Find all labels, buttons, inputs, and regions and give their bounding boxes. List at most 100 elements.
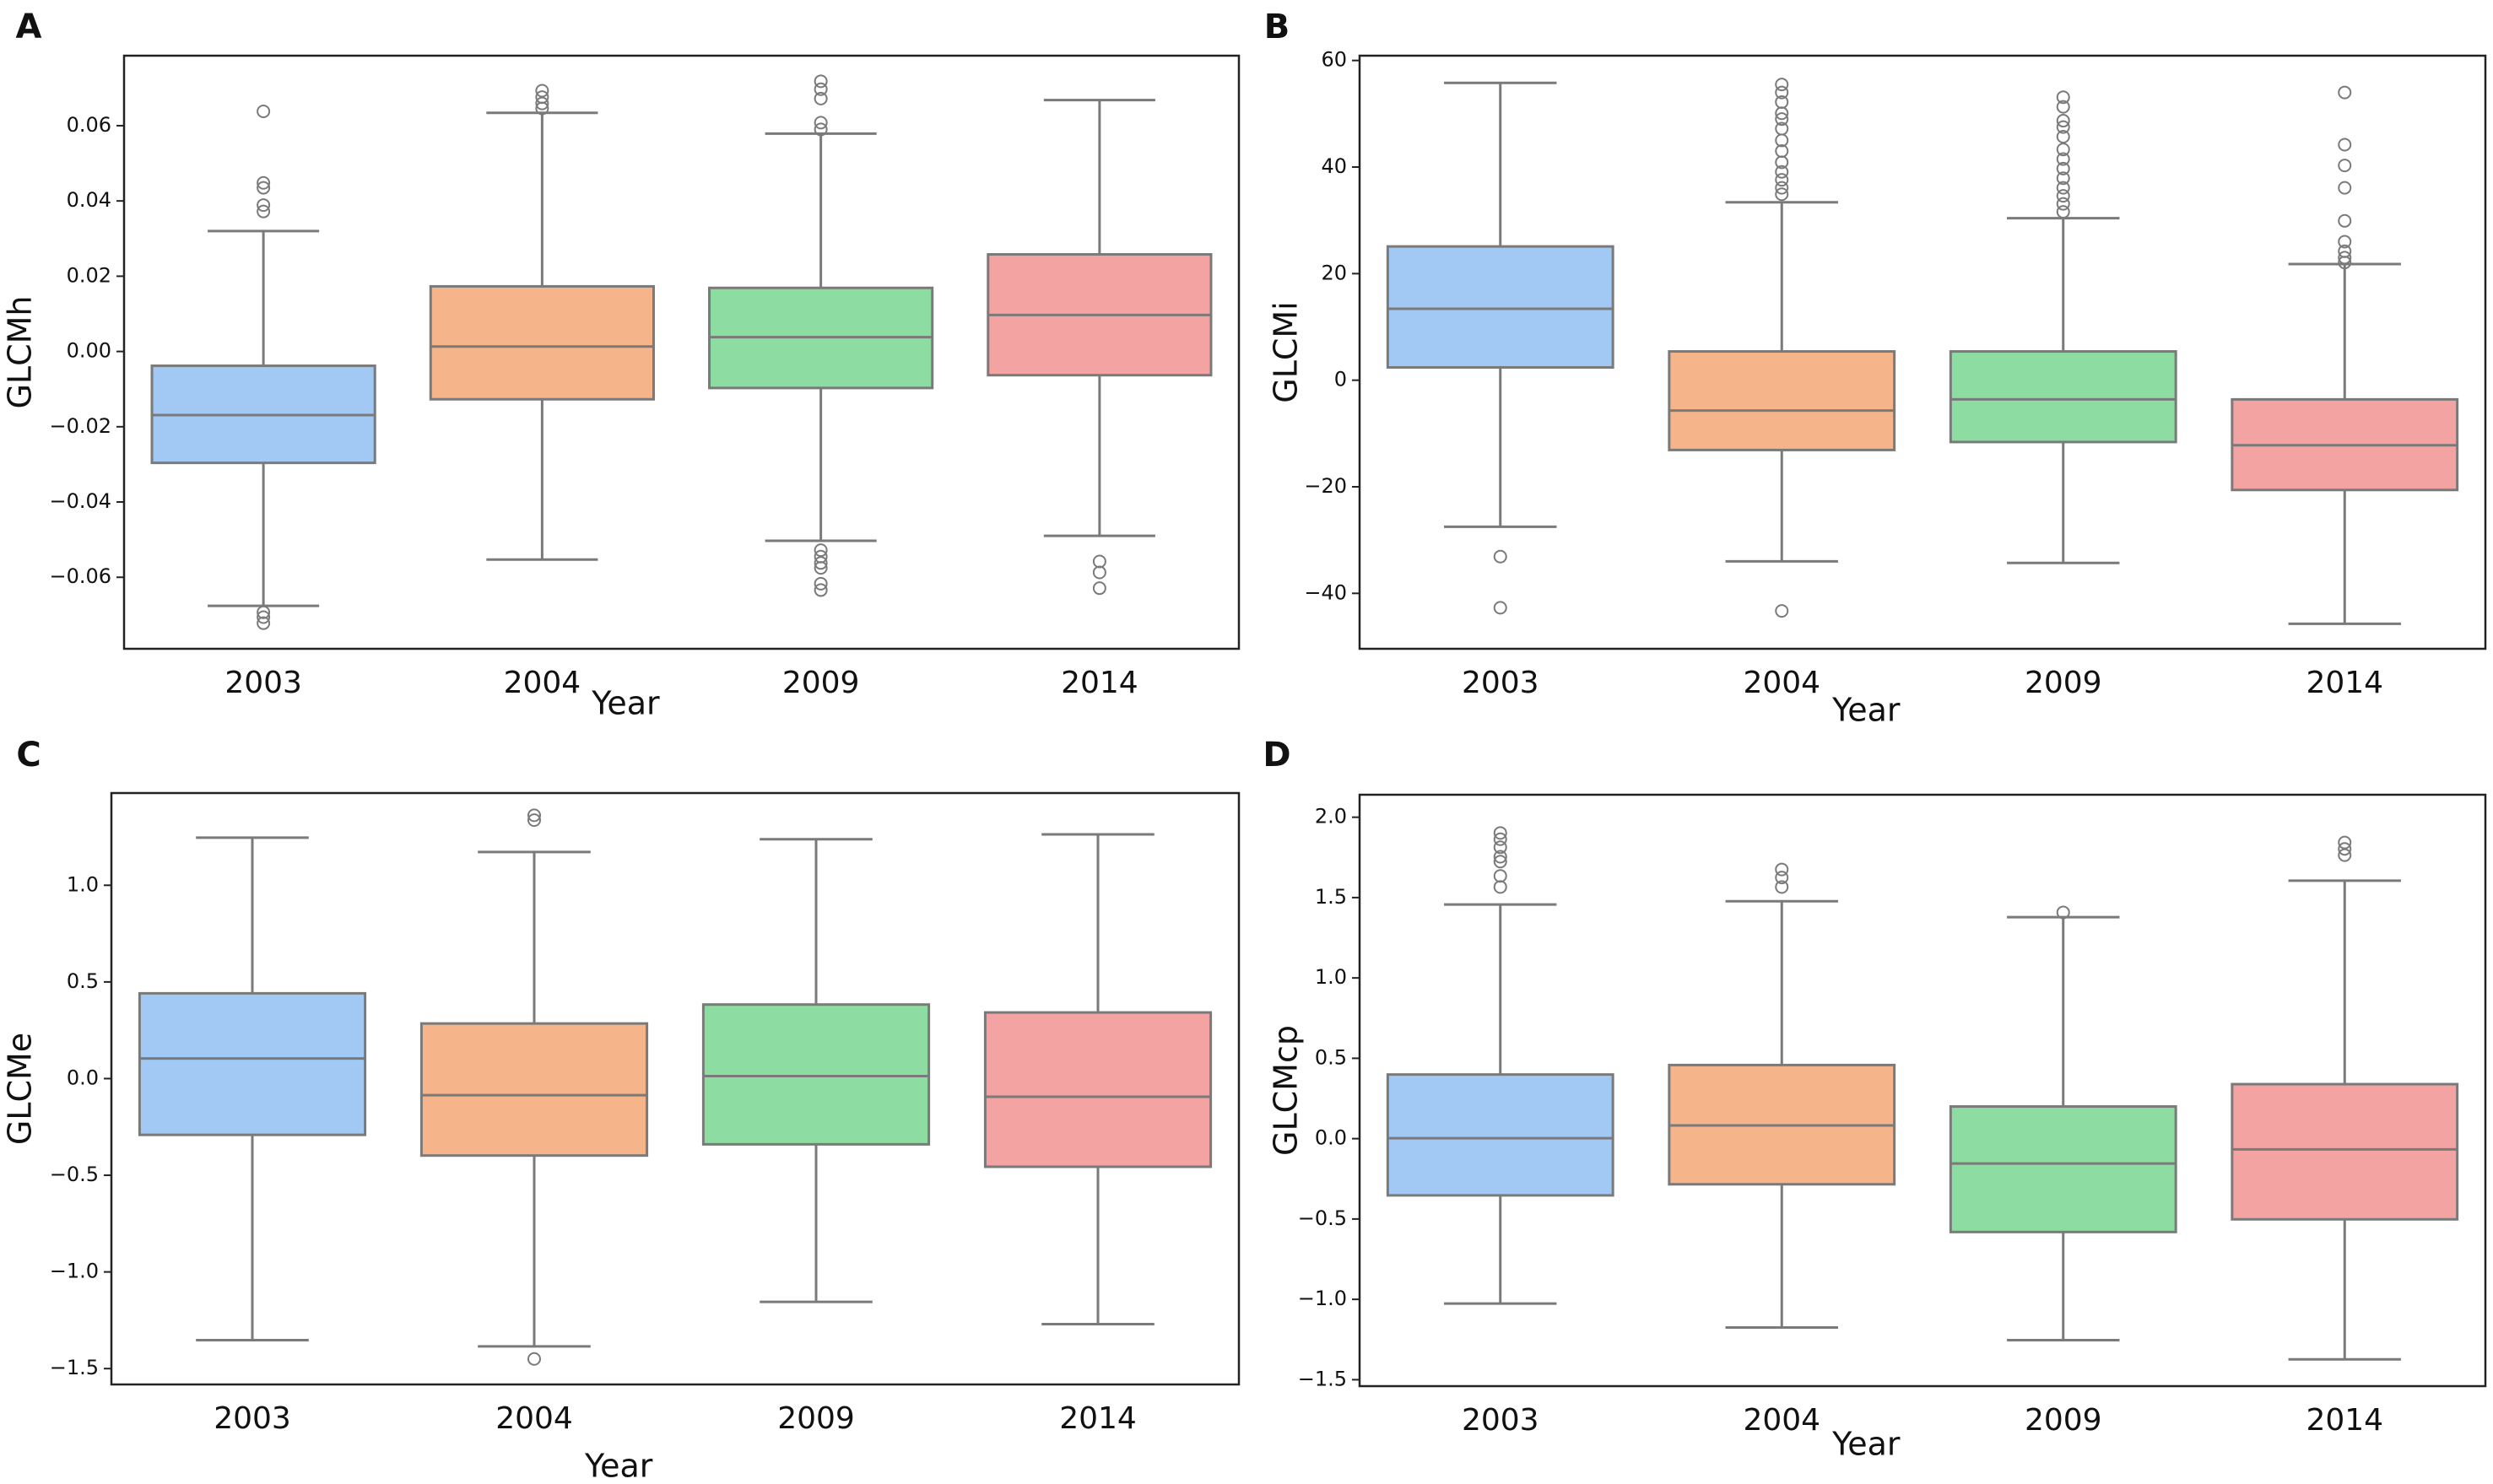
y-tick-label: 0.04: [67, 188, 111, 212]
y-tick-label: 0: [1334, 368, 1347, 391]
outlier: [1092, 581, 1106, 596]
outlier: [1775, 187, 1789, 202]
outlier: [2338, 251, 2352, 265]
x-tick-label: 2009: [777, 1401, 855, 1436]
outlier: [257, 204, 271, 219]
outlier: [527, 808, 541, 823]
outlier: [814, 576, 828, 591]
panel-label: B: [1264, 8, 1290, 46]
y-tick-label: 1.0: [1315, 965, 1347, 989]
outlier: [257, 610, 271, 624]
x-tick-label: 2004: [1743, 666, 1820, 700]
outlier: [2056, 197, 2070, 211]
x-tick-label: 2003: [214, 1401, 291, 1436]
outlier: [2056, 161, 2070, 175]
outlier: [257, 616, 271, 630]
outlier: [1493, 880, 1507, 894]
panel-label: D: [1263, 736, 1290, 774]
outlier: [527, 813, 541, 828]
x-tick-label: 2003: [224, 666, 302, 700]
outlier: [2056, 181, 2070, 195]
outlier: [2338, 256, 2352, 270]
y-tick-label: 0.06: [67, 113, 111, 137]
outlier: [2338, 85, 2352, 100]
box: [1386, 1073, 1614, 1197]
x-tick-label: 2003: [1462, 666, 1539, 700]
panel-label: C: [16, 736, 41, 774]
outlier: [2056, 114, 2070, 128]
box: [138, 991, 367, 1136]
outlier: [2056, 120, 2070, 134]
outlier: [1493, 549, 1507, 564]
outlier: [527, 1352, 541, 1366]
box: [1949, 1105, 2177, 1233]
y-tick-label: −1.5: [1298, 1367, 1347, 1390]
outlier: [2056, 143, 2070, 157]
outlier: [814, 91, 828, 105]
outlier: [814, 74, 828, 89]
outlier: [2338, 842, 2352, 856]
y-axis-label: GLCMe: [2, 1033, 39, 1145]
y-tick-label: 0.0: [67, 1066, 99, 1089]
outlier: [814, 116, 828, 130]
y-axis-label: GLCMcp: [1268, 1025, 1305, 1156]
x-tick-label: 2014: [2306, 666, 2383, 700]
axes-frame: [110, 791, 1241, 1386]
outlier: [2056, 205, 2070, 219]
x-tick-label: 2014: [1059, 1401, 1137, 1436]
outlier: [1775, 165, 1789, 179]
outlier: [535, 96, 549, 111]
x-tick-label: 2014: [2306, 1403, 2383, 1438]
outlier: [1775, 173, 1789, 187]
outlier: [1775, 604, 1789, 618]
y-axis-label: GLCMi: [1268, 301, 1305, 403]
outlier: [814, 82, 828, 96]
y-tick-label: 20: [1321, 261, 1347, 284]
y-tick-label: −0.04: [49, 489, 111, 513]
y-tick-label: −0.06: [49, 564, 111, 588]
outlier: [2338, 235, 2352, 249]
outlier: [1775, 880, 1789, 894]
outlier: [1775, 181, 1789, 195]
axes-frame: [1358, 54, 2487, 650]
outlier: [535, 84, 549, 98]
outlier: [257, 198, 271, 213]
outlier: [814, 561, 828, 575]
outlier: [1775, 862, 1789, 877]
panel-label: A: [16, 8, 42, 46]
y-axis-label: GLCMh: [2, 295, 39, 408]
outlier: [2056, 100, 2070, 114]
outlier: [1775, 78, 1789, 92]
outlier: [1092, 565, 1106, 580]
outlier: [1493, 601, 1507, 615]
y-tick-label: 60: [1321, 48, 1347, 72]
outlier: [1493, 826, 1507, 840]
x-tick-label: 2004: [1743, 1403, 1820, 1438]
outlier: [257, 175, 271, 190]
y-tick-label: −0.5: [1298, 1206, 1347, 1230]
axes-frame: [122, 54, 1241, 650]
outlier: [814, 583, 828, 597]
outlier: [2338, 835, 2352, 850]
y-tick-label: −1.0: [50, 1260, 99, 1283]
outlier: [2338, 138, 2352, 152]
outlier: [2338, 848, 2352, 862]
x-tick-label: 2009: [2025, 666, 2102, 700]
outlier: [257, 181, 271, 195]
outlier: [2056, 171, 2070, 186]
y-tick-label: −0.5: [50, 1163, 99, 1186]
outlier: [1775, 871, 1789, 885]
y-tick-label: 1.0: [67, 872, 99, 896]
outlier: [2338, 159, 2352, 173]
y-tick-label: 40: [1321, 154, 1347, 178]
y-tick-label: 0.5: [1315, 1045, 1347, 1069]
outlier: [2056, 905, 2070, 920]
x-axis-label: Year: [1831, 692, 1901, 729]
outlier: [814, 122, 828, 137]
outlier: [1775, 85, 1789, 100]
box: [429, 284, 655, 401]
outlier: [257, 105, 271, 119]
x-axis-label: Year: [591, 685, 660, 722]
x-tick-label: 2003: [1462, 1403, 1539, 1438]
